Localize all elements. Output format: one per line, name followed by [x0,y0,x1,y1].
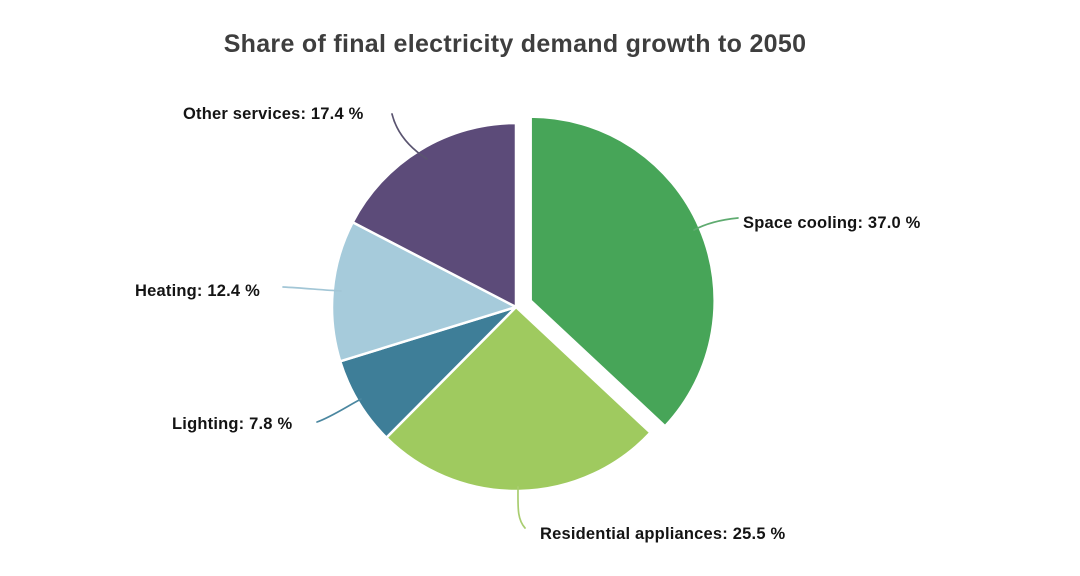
slice-label-residential-appliances: Residential appliances: 25.5 % [540,525,786,543]
slice-label-lighting: Lighting: 7.8 % [172,415,293,433]
leader-line-other-services [391,113,428,160]
leader-line-heating [282,286,342,292]
slice-label-heating: Heating: 12.4 % [135,282,260,300]
leader-line-residential-appliances [517,486,526,529]
leader-line-space-cooling [693,217,739,231]
slice-label-other-services: Other services: 17.4 % [183,105,364,123]
pie-slices-group [330,115,716,493]
pie-slice-other-services[interactable] [351,121,518,309]
leader-line-lighting [316,398,362,423]
pie-slice-residential-appliances[interactable] [385,305,652,493]
slice-label-space-cooling: Space cooling: 37.0 % [743,214,921,232]
chart-title: Share of final electricity demand growth… [223,30,807,58]
